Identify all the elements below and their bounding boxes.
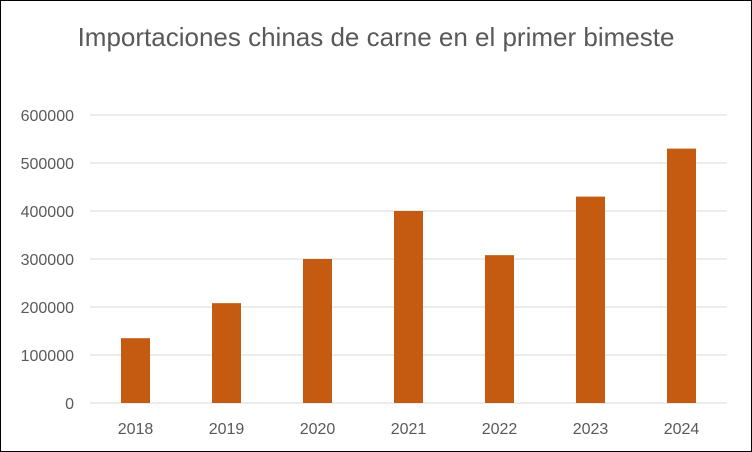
y-tick-label: 200000: [21, 300, 74, 317]
y-tick-labels: 0 100000 200000 300000 400000 500000 600000: [21, 108, 74, 413]
y-tick-label: 0: [65, 396, 74, 413]
bar-2022: [485, 255, 514, 403]
y-tick-label: 100000: [21, 348, 74, 365]
bar-2023: [576, 196, 605, 403]
x-tick-label: 2023: [573, 421, 609, 438]
y-tick-label: 500000: [21, 156, 74, 173]
bars: [121, 148, 696, 403]
x-tick-labels: 2018 2019 2020 2021 2022 2023 2024: [118, 421, 700, 438]
chart-title: Importaciones chinas de carne en el prim…: [77, 22, 675, 52]
y-tick-label: 600000: [21, 108, 74, 125]
y-tick-label: 400000: [21, 204, 74, 221]
x-tick-label: 2021: [391, 421, 427, 438]
x-tick-label: 2020: [300, 421, 336, 438]
bar-2018: [121, 338, 150, 403]
x-tick-label: 2024: [664, 421, 700, 438]
x-tick-label: 2019: [209, 421, 245, 438]
x-tick-label: 2022: [482, 421, 518, 438]
bar-2021: [394, 211, 423, 403]
bar-2020: [303, 259, 332, 403]
x-tick-label: 2018: [118, 421, 154, 438]
bar-2024: [667, 148, 696, 403]
y-tick-label: 300000: [21, 252, 74, 269]
bar-2019: [212, 303, 241, 403]
